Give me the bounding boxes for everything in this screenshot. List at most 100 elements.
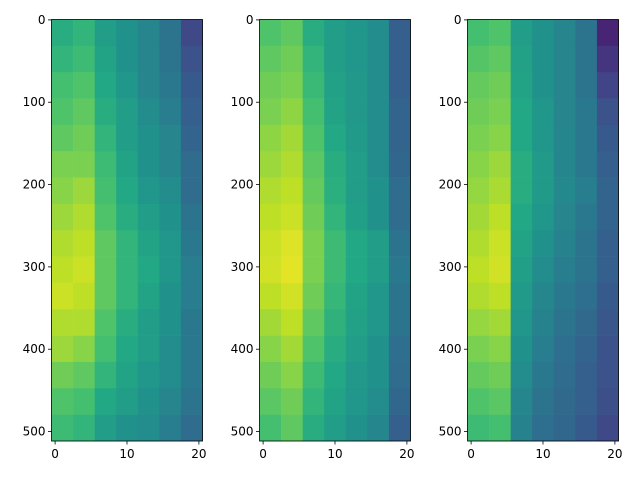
y-tick-label: 300 xyxy=(231,260,254,274)
heatmap-cell xyxy=(51,335,74,363)
heatmap-cell xyxy=(467,361,490,389)
heatmap-cell xyxy=(553,256,576,284)
heatmap-cell xyxy=(345,19,368,47)
heatmap-cell xyxy=(596,98,619,126)
heatmap-cell xyxy=(51,72,74,99)
y-tick-label: 100 xyxy=(439,95,462,109)
heatmap-cell xyxy=(259,151,282,178)
heatmap-cell xyxy=(281,256,303,284)
x-tick-label: 0 xyxy=(259,447,267,461)
y-tick-label: 200 xyxy=(23,178,46,192)
heatmap-cell xyxy=(575,72,598,99)
heatmap-cell xyxy=(259,414,282,442)
heatmap-cell xyxy=(51,151,74,178)
heatmap-cell xyxy=(51,45,74,73)
heatmap-cell xyxy=(596,19,619,47)
y-tick-label: 300 xyxy=(23,260,46,274)
heatmap-cell xyxy=(137,309,160,336)
heatmap-cell xyxy=(467,151,490,178)
heatmap-cell xyxy=(388,256,411,284)
heatmap-cell xyxy=(324,72,347,99)
heatmap-cell xyxy=(302,124,325,152)
heatmap-cell xyxy=(367,256,390,284)
heatmap-cell xyxy=(116,124,139,152)
heatmap-cell xyxy=(180,388,203,415)
heatmap-cell xyxy=(575,309,598,336)
heatmap-cell xyxy=(367,203,390,231)
heatmap-cell xyxy=(596,203,619,231)
heatmap-cell xyxy=(467,19,490,47)
heatmap-cell xyxy=(510,98,533,126)
heatmap-cell xyxy=(553,72,576,99)
heatmap-cell xyxy=(94,124,117,152)
heatmap-cell xyxy=(324,124,347,152)
heatmap-cell xyxy=(575,19,598,47)
heatmap-cell xyxy=(345,309,368,336)
heatmap-cell xyxy=(302,177,325,205)
heatmap-cell xyxy=(467,414,490,442)
heatmap-cell xyxy=(489,230,511,257)
heatmap-cell xyxy=(73,203,95,231)
y-tick-label: 400 xyxy=(439,342,462,356)
heatmap-cell xyxy=(281,388,303,415)
heatmap-cell xyxy=(489,361,511,389)
heatmap-cell xyxy=(137,177,160,205)
heatmap-cell xyxy=(94,282,117,310)
heatmap-cell xyxy=(281,177,303,205)
heatmap-cell xyxy=(345,124,368,152)
heatmap-cell xyxy=(180,230,203,257)
heatmap-cell xyxy=(532,388,555,415)
heatmap-cell xyxy=(281,151,303,178)
heatmap-cell xyxy=(388,98,411,126)
heatmap-cell xyxy=(345,45,368,73)
heatmap-cell xyxy=(467,256,490,284)
heatmap-cell xyxy=(467,203,490,231)
heatmap-cell xyxy=(116,309,139,336)
heatmap-cell xyxy=(489,388,511,415)
heatmap-cell xyxy=(94,151,117,178)
heatmap-cell xyxy=(553,309,576,336)
heatmap-cell xyxy=(73,19,95,47)
heatmap-cell xyxy=(532,414,555,442)
heatmap-cell xyxy=(180,19,203,47)
heatmap-cell xyxy=(388,151,411,178)
heatmap-cell xyxy=(553,335,576,363)
heatmap-cell xyxy=(51,177,74,205)
heatmap-cell xyxy=(180,309,203,336)
heatmap-cell xyxy=(180,72,203,99)
heatmap-cell xyxy=(159,388,182,415)
heatmap-cell xyxy=(302,203,325,231)
heatmap-cell xyxy=(137,256,160,284)
heatmap-cell xyxy=(596,177,619,205)
heatmap-cell xyxy=(345,151,368,178)
y-tick-label: 200 xyxy=(231,178,254,192)
heatmap-cell xyxy=(73,230,95,257)
heatmap-cell xyxy=(510,361,533,389)
heatmap-cell xyxy=(324,45,347,73)
heatmap-cell xyxy=(159,72,182,99)
heatmap-cell xyxy=(388,45,411,73)
heatmap-cell xyxy=(489,124,511,152)
y-tick-label: 100 xyxy=(231,95,254,109)
heatmap-cell xyxy=(180,98,203,126)
heatmap-cell xyxy=(259,335,282,363)
heatmap-cell xyxy=(73,361,95,389)
heatmap-cell xyxy=(575,388,598,415)
heatmap-cell xyxy=(532,72,555,99)
heatmap-cell xyxy=(137,72,160,99)
heatmap-cell xyxy=(489,256,511,284)
heatmap-cell xyxy=(51,256,74,284)
heatmap-cell xyxy=(367,309,390,336)
heatmap-cell xyxy=(137,388,160,415)
heatmap-cell xyxy=(324,414,347,442)
heatmap-cell xyxy=(345,335,368,363)
heatmap-cell xyxy=(259,177,282,205)
heatmap-cell xyxy=(553,361,576,389)
heatmap-cell xyxy=(302,72,325,99)
heatmap-cell xyxy=(575,124,598,152)
heatmap-cell xyxy=(489,98,511,126)
heatmap-cell xyxy=(180,361,203,389)
heatmap-cell xyxy=(489,282,511,310)
heatmap-cell xyxy=(575,282,598,310)
heatmap-cell xyxy=(532,203,555,231)
